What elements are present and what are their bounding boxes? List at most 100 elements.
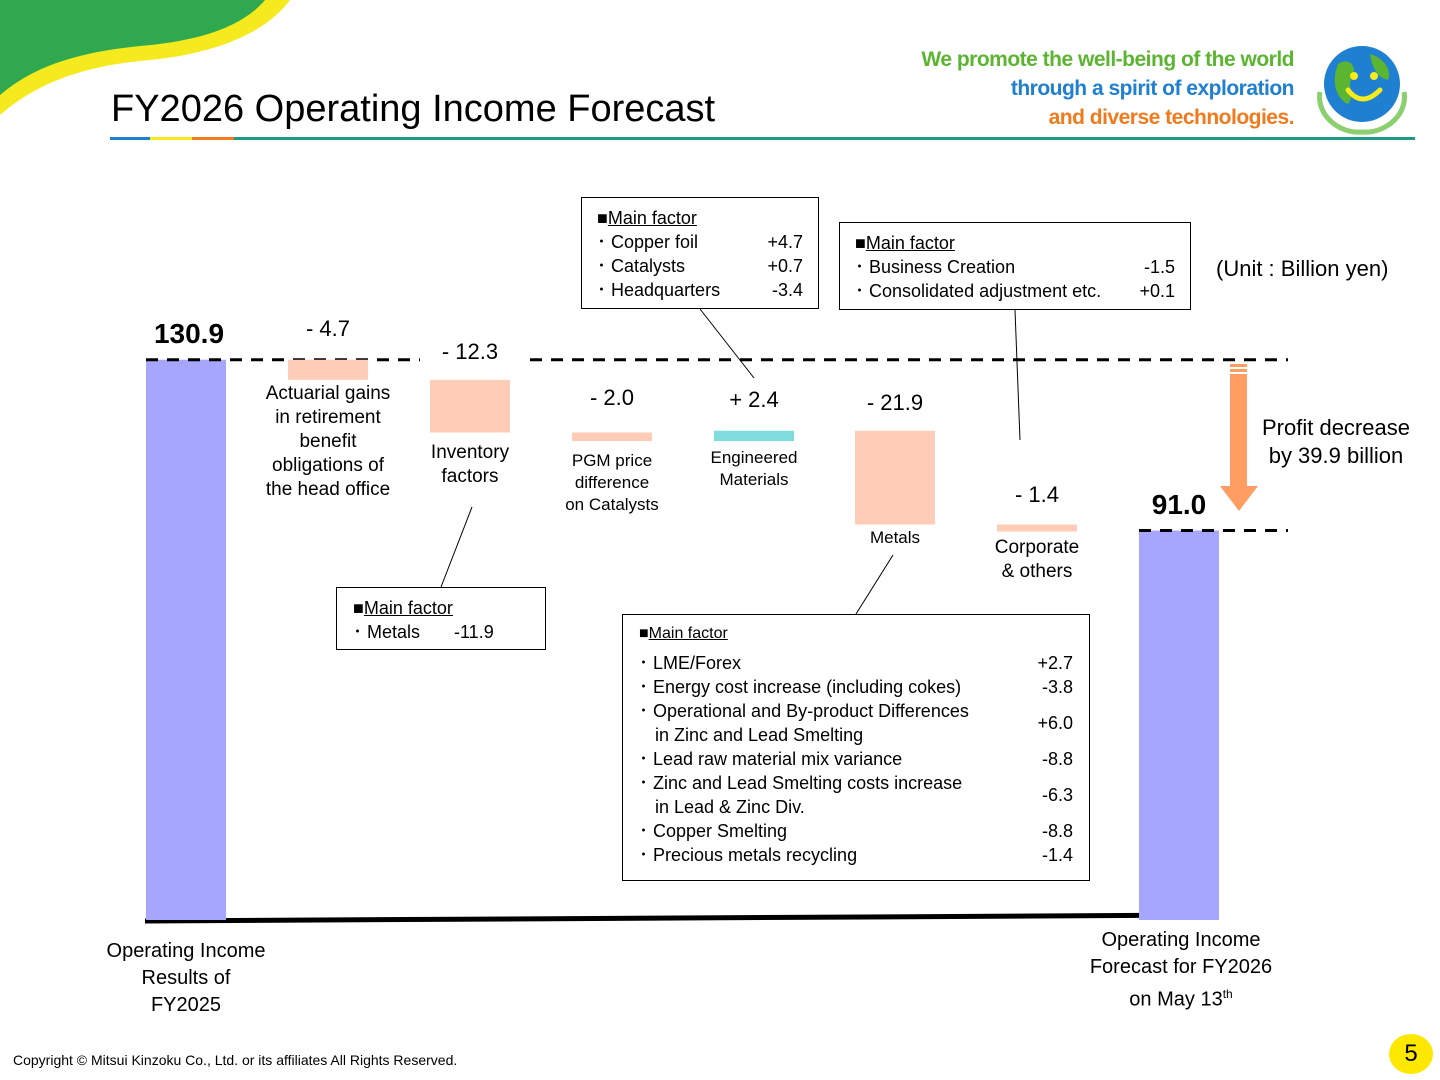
factor-label: ･ Energy cost increase (including cokes) bbox=[639, 675, 961, 699]
factor-label: ･ Headquarters bbox=[597, 278, 720, 302]
factor-value: -1.5 bbox=[1143, 257, 1175, 277]
corporate-factor-box: ■Main factor ･ Business Creation -1.5 ･ Cons… bbox=[839, 222, 1191, 310]
bar-start-total bbox=[146, 359, 226, 920]
factor-label: ･ Catalysts bbox=[597, 254, 685, 278]
bullet-icon: ･ bbox=[639, 821, 648, 841]
slogan: We promote the well-being of the world t… bbox=[921, 45, 1294, 132]
bar-step-6 bbox=[997, 524, 1077, 532]
inventory-factor-box: ■Main factor ･ Metals -11.9 bbox=[336, 587, 546, 650]
factor-name: Precious metals recycling bbox=[653, 845, 858, 865]
factor-value: -8.8 bbox=[1041, 821, 1073, 841]
factor-row: ･ Copper foil +4.7 bbox=[597, 230, 803, 254]
factor-name-cont: in Lead & Zinc Div. bbox=[655, 797, 805, 817]
step-category-line: Metals bbox=[869, 528, 921, 547]
bullet-icon: ･ bbox=[597, 232, 606, 252]
connector-corporate bbox=[1014, 309, 1021, 441]
step-category-line: in retirement bbox=[275, 407, 381, 428]
step-category-label-3: PGM price difference on Catalysts bbox=[565, 450, 659, 516]
title-underline bbox=[110, 137, 1415, 140]
factor-name: Energy cost increase (including cokes) bbox=[653, 677, 962, 697]
step-category-line: benefit bbox=[299, 431, 357, 452]
start-category-line: Operating Income bbox=[106, 940, 266, 962]
bullet-icon: ･ bbox=[353, 622, 362, 642]
factor-value: -11.9 bbox=[454, 622, 494, 642]
step-category-line: Actuarial gains bbox=[265, 383, 391, 404]
corner-decoration bbox=[0, 0, 290, 115]
globe-logo-icon bbox=[1317, 46, 1407, 135]
factor-name: Catalysts bbox=[611, 256, 686, 276]
factor-label: ･ Consolidated adjustment etc. bbox=[855, 279, 1101, 303]
factor-value: +0.1 bbox=[1139, 281, 1175, 301]
title-underline-blue bbox=[110, 137, 150, 140]
connector-inventory bbox=[440, 506, 473, 588]
step-value-label-5: - 21.9 bbox=[866, 390, 924, 415]
bullet-icon: ･ bbox=[639, 701, 648, 721]
decrease-arrow-shaft bbox=[1230, 364, 1247, 488]
end-category-date: on May 13 bbox=[1129, 988, 1223, 1011]
factor-label: ･ Business Creation bbox=[855, 255, 1015, 279]
page-number: 5 bbox=[1389, 1034, 1433, 1074]
factor-name: Copper foil bbox=[611, 232, 699, 252]
end-category-line: Operating Income bbox=[1101, 929, 1261, 951]
slogan-line-3: and diverse technologies. bbox=[1048, 106, 1295, 129]
factor-value: -3.8 bbox=[1041, 677, 1073, 697]
end-category-line: on May 13th bbox=[1090, 981, 1272, 1014]
factor-value: +0.7 bbox=[767, 256, 803, 276]
bar-step-2 bbox=[430, 379, 510, 433]
step-category-line: Corporate bbox=[994, 537, 1080, 558]
step-value-label-2: - 12.3 bbox=[441, 339, 499, 364]
factor-value: -3.4 bbox=[771, 280, 803, 300]
step-category-line: the head office bbox=[265, 479, 391, 500]
step-category-line: difference bbox=[574, 473, 650, 492]
step-category-line: Engineered bbox=[710, 448, 798, 467]
step-category-line: Materials bbox=[719, 470, 789, 489]
factor-label: ･ Precious metals recycling bbox=[639, 843, 857, 867]
step-category-line: Inventory bbox=[430, 442, 510, 463]
factor-value: +6.0 bbox=[1037, 713, 1073, 733]
slogan-line-2: through a spirit of exploration bbox=[1010, 77, 1295, 100]
box-title: Main factor bbox=[648, 625, 728, 642]
bullet-icon: ･ bbox=[639, 773, 648, 793]
start-total-label: 130.9 bbox=[153, 317, 225, 349]
engineered-materials-factor-box: ■Main factor ･ Copper foil +4.7 ･ Catalysts +… bbox=[581, 197, 819, 309]
factor-row: ･ Precious metals recycling -1.4 bbox=[639, 843, 1073, 867]
bar-end-total bbox=[1139, 530, 1219, 920]
ordinal-suffix: th bbox=[1222, 987, 1233, 1001]
factor-name: Lead raw material mix variance bbox=[653, 749, 903, 769]
bullet-icon: ･ bbox=[597, 256, 606, 276]
page-title: FY2026 Operating Income Forecast bbox=[111, 88, 716, 130]
bullet-icon: ･ bbox=[639, 845, 648, 865]
factor-label: ･ LME/Forex bbox=[639, 651, 741, 675]
slogan-line-1: We promote the well-being of the world bbox=[921, 48, 1294, 71]
factor-name: Business Creation bbox=[869, 257, 1016, 277]
title-underline-orange bbox=[192, 137, 234, 140]
factor-row: ･ Copper Smelting -8.8 bbox=[639, 819, 1073, 843]
step-category-label-1: Actuarial gains in retirement benefit oblig… bbox=[266, 382, 391, 502]
factor-label: ･ Zinc and Lead Smelting costs increase in… bbox=[639, 771, 962, 819]
metals-factor-box: ■Main factor ･ LME/Forex +2.7 ･ Energy cost … bbox=[622, 614, 1090, 881]
factor-name: LME/Forex bbox=[653, 653, 742, 673]
factor-row: ･ Lead raw material mix variance -8.8 bbox=[639, 747, 1073, 771]
factor-name: Operational and By-product Differences bbox=[653, 701, 969, 721]
factor-name: Copper Smelting bbox=[653, 821, 788, 841]
decrease-arrow-head bbox=[1220, 486, 1258, 511]
factor-value: -1.4 bbox=[1041, 845, 1073, 865]
factor-name: Consolidated adjustment etc. bbox=[869, 281, 1102, 301]
factor-row: ･ Consolidated adjustment etc. +0.1 bbox=[855, 279, 1175, 303]
factor-name: Zinc and Lead Smelting costs increase bbox=[653, 773, 963, 793]
connector-metals bbox=[855, 554, 894, 615]
bullet-icon: ･ bbox=[855, 257, 864, 277]
factor-label: ･ Operational and By-product Differences i… bbox=[639, 699, 969, 747]
end-category-label: Operating Income Forecast for FY2026 on Ma… bbox=[1090, 927, 1272, 1014]
copyright-text: Copyright © Mitsui Kinzoku Co., Ltd. or … bbox=[13, 1052, 458, 1068]
title-underline-yellow bbox=[150, 137, 192, 140]
bar-step-4 bbox=[714, 430, 794, 442]
bar-step-5 bbox=[855, 430, 935, 525]
bullet-icon: ･ bbox=[639, 653, 648, 673]
factor-row: ･ LME/Forex +2.7 bbox=[639, 651, 1073, 675]
factor-row: ･ Catalysts +0.7 bbox=[597, 254, 803, 278]
factor-row: ･ Operational and By-product Differences i… bbox=[639, 699, 1073, 747]
box-title: Main factor bbox=[865, 233, 955, 253]
bar-step-3 bbox=[572, 432, 652, 442]
